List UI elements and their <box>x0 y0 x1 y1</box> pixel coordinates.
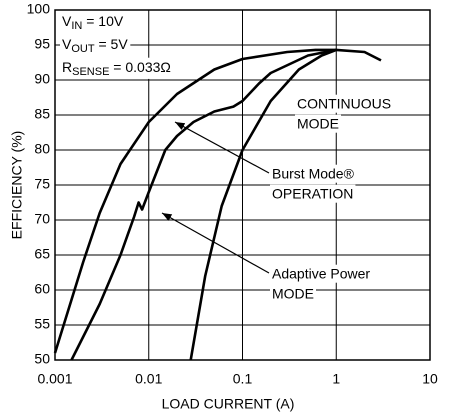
grid <box>54 9 431 361</box>
arrow <box>161 212 270 274</box>
condition-text: VIN = 10V <box>62 13 124 32</box>
y-tick-label: 100 <box>27 1 51 17</box>
curve-label-text: CONTINUOUS <box>297 96 391 112</box>
y-tick-label: 50 <box>34 351 50 367</box>
x-tick-label: 0.01 <box>135 371 162 387</box>
curve <box>70 48 337 361</box>
label-bg <box>295 114 341 133</box>
condition: RSENSE = 0.033Ω <box>60 57 173 79</box>
cond-rest: = 10V <box>82 13 124 29</box>
curve-label: Burst Mode® <box>270 164 357 183</box>
x-axis-label: LOAD CURRENT (A) <box>162 396 295 412</box>
curve-label: CONTINUOUS <box>295 94 394 113</box>
condition: VIN = 10V <box>60 11 126 33</box>
y-tick-label: 70 <box>34 211 50 227</box>
cond-main: R <box>62 59 72 75</box>
condition-text: VOUT = 5V <box>62 36 128 55</box>
cond-sub: IN <box>71 20 82 32</box>
x-tick-label: 0.001 <box>37 371 72 387</box>
x-tick-label: 0.1 <box>233 371 253 387</box>
curve-label: MODE <box>270 284 316 303</box>
x-tick-label: 1 <box>332 371 340 387</box>
y-tick-label: 60 <box>34 281 50 297</box>
cond-rest: = 5V <box>95 36 129 52</box>
curve <box>189 48 337 361</box>
label-bg <box>270 284 316 303</box>
label-bg <box>270 164 357 183</box>
curve-label: MODE <box>295 114 341 133</box>
cond-sub: OUT <box>71 43 95 55</box>
condition: VOUT = 5V <box>60 34 131 56</box>
x-tick-label: 10 <box>422 371 438 387</box>
y-tick-label: 80 <box>34 141 50 157</box>
curve-label-text: OPERATION <box>272 186 353 202</box>
y-tick-label: 90 <box>34 71 50 87</box>
condition-text: RSENSE = 0.033Ω <box>62 59 171 78</box>
y-tick-label: 75 <box>34 176 50 192</box>
y-tick-label: 95 <box>34 36 50 52</box>
label-bg <box>295 94 394 113</box>
arrow <box>174 121 270 174</box>
curve-label-text: Burst Mode® <box>272 166 355 182</box>
label-bg <box>270 184 356 203</box>
curve-label-text: MODE <box>297 116 339 132</box>
cond-sub: SENSE <box>72 66 109 78</box>
label-bg <box>60 57 173 79</box>
y-tick-label: 65 <box>34 246 50 262</box>
cond-main: V <box>62 36 72 52</box>
curve-label-text: MODE <box>272 286 314 302</box>
curve-label-text: Adaptive Power <box>272 266 370 282</box>
cond-main: V <box>62 13 72 29</box>
curve-label: Adaptive Power <box>270 264 373 283</box>
y-axis-label: EFFICIENCY (%) <box>9 131 25 240</box>
label-bg <box>60 11 126 33</box>
curves <box>53 48 382 361</box>
y-tick-label: 55 <box>34 316 50 332</box>
label-bg <box>60 34 131 56</box>
y-tick-label: 85 <box>34 106 50 122</box>
curve-label: OPERATION <box>270 184 356 203</box>
label-bg <box>270 264 373 283</box>
cond-rest: = 0.033Ω <box>109 59 170 75</box>
plot-frame <box>54 9 431 361</box>
